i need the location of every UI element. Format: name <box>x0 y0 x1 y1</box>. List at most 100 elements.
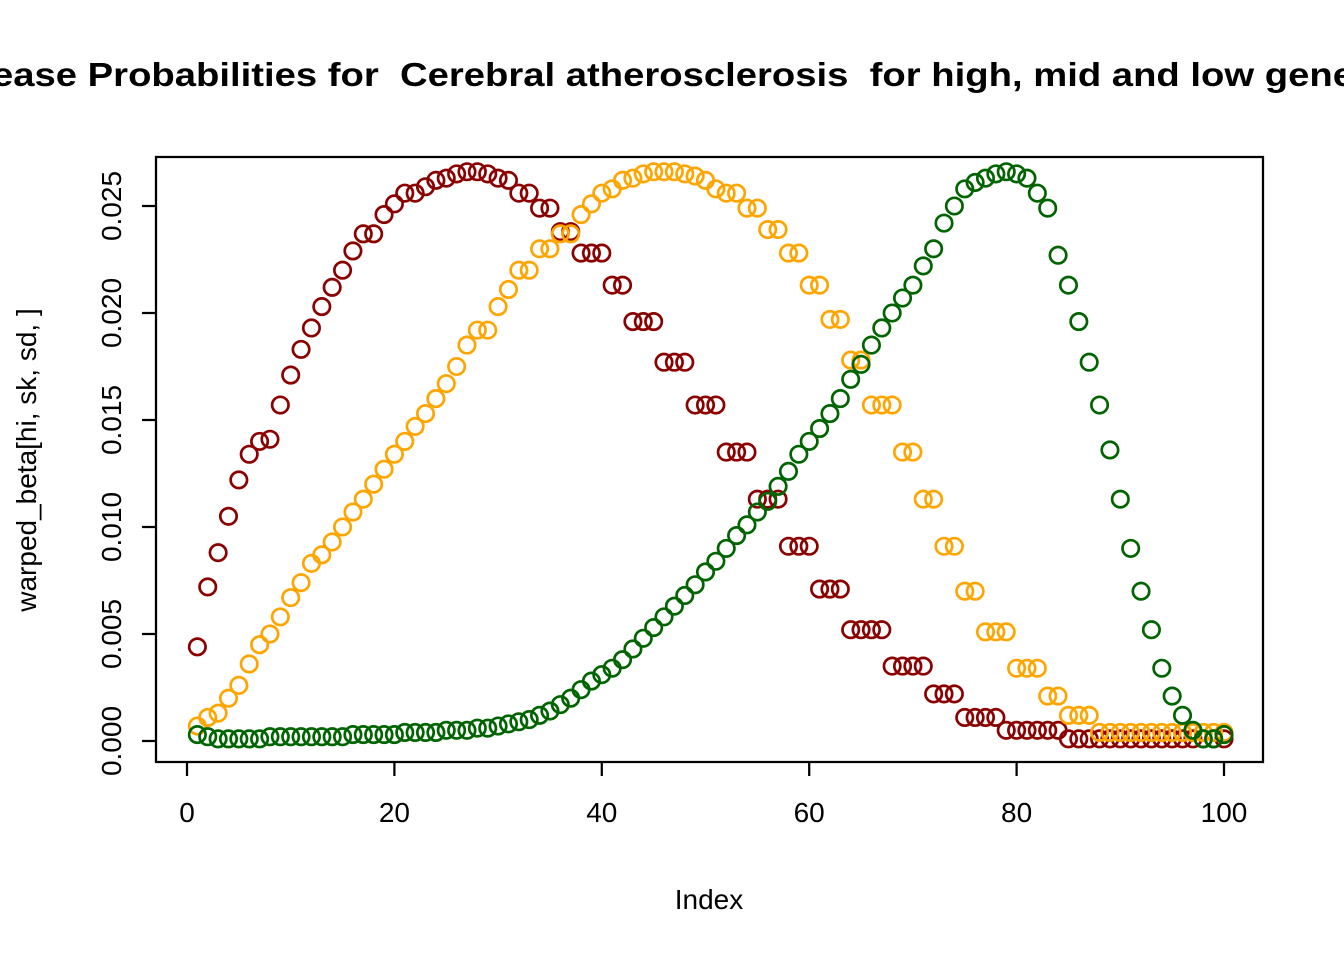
x-tick-label: 40 <box>586 797 617 828</box>
data-point <box>291 727 311 747</box>
data-point <box>654 162 674 182</box>
data-point <box>291 573 311 593</box>
data-point <box>550 695 570 715</box>
data-point <box>602 275 622 295</box>
data-point <box>716 183 736 203</box>
data-point <box>903 656 923 676</box>
data-point <box>737 515 757 535</box>
data-point <box>218 688 239 708</box>
data-point <box>250 431 270 451</box>
data-point <box>1017 720 1037 740</box>
data-point <box>851 620 871 640</box>
data-point <box>343 502 363 522</box>
data-point <box>913 489 933 509</box>
data-point <box>1079 352 1099 372</box>
data-point <box>1038 686 1058 706</box>
data-point <box>229 675 249 695</box>
data-point <box>1090 729 1110 749</box>
data-point <box>975 622 996 642</box>
data-point <box>944 196 964 216</box>
data-point <box>623 639 643 659</box>
y-tick-label: 0.005 <box>96 599 127 669</box>
data-point <box>1027 720 1047 740</box>
data-point <box>851 354 871 374</box>
data-point <box>208 703 228 723</box>
data-point <box>892 656 913 676</box>
data-point <box>820 404 840 424</box>
data-point <box>1058 729 1078 749</box>
data-point <box>996 162 1016 182</box>
series-low <box>187 162 1234 749</box>
data-point <box>281 727 301 747</box>
data-point <box>1069 705 1089 725</box>
data-point <box>1141 722 1161 742</box>
x-axis: 0 20 40 60 80 100 <box>179 762 1247 828</box>
data-point <box>644 618 664 638</box>
data-point <box>1027 183 1047 203</box>
series-mid <box>187 162 1234 742</box>
data-point <box>270 727 290 747</box>
data-point <box>384 194 404 214</box>
data-point <box>1172 705 1193 725</box>
data-point <box>1141 620 1161 640</box>
data-point <box>467 718 487 738</box>
data-point <box>250 635 270 655</box>
data-point <box>841 350 861 370</box>
data-point <box>457 720 477 740</box>
data-point <box>830 309 850 329</box>
data-point <box>343 241 363 261</box>
data-point <box>975 168 996 188</box>
data-point <box>415 177 436 197</box>
data-point <box>270 395 290 415</box>
data-point <box>426 389 446 409</box>
data-point <box>955 179 975 199</box>
data-point <box>872 620 892 640</box>
data-point <box>1110 722 1130 742</box>
data-point <box>623 168 643 188</box>
data-point <box>747 502 767 522</box>
data-point <box>509 260 529 280</box>
data-point <box>706 179 726 199</box>
data-point <box>675 352 695 372</box>
data-point <box>198 577 218 597</box>
data-point <box>1079 705 1099 725</box>
data-point <box>498 714 519 734</box>
data-point <box>1058 705 1078 725</box>
data-point <box>343 725 363 745</box>
data-point <box>436 374 456 394</box>
data-point <box>903 275 923 295</box>
data-point <box>1058 275 1078 295</box>
data-point <box>675 164 695 184</box>
data-point <box>965 172 985 193</box>
data-points-layer <box>187 162 1234 749</box>
data-point <box>747 198 767 218</box>
data-point <box>395 431 415 451</box>
data-point <box>250 729 270 749</box>
data-point <box>695 395 716 415</box>
data-point <box>758 219 778 240</box>
data-point <box>1204 729 1224 749</box>
data-point <box>955 707 975 728</box>
data-point <box>685 395 705 415</box>
data-point <box>353 489 373 509</box>
data-point <box>332 727 353 747</box>
data-point <box>260 429 280 449</box>
data-point <box>301 727 321 747</box>
data-point <box>820 309 840 329</box>
x-tick-label: 60 <box>794 797 825 828</box>
data-point <box>737 442 757 462</box>
data-point <box>540 701 560 721</box>
data-point <box>498 279 519 300</box>
data-point <box>530 705 550 725</box>
data-point <box>841 369 861 389</box>
data-point <box>395 183 415 203</box>
data-point <box>1162 729 1182 749</box>
data-point <box>799 431 819 451</box>
data-point <box>1069 729 1089 749</box>
data-point <box>1131 581 1151 601</box>
data-point <box>924 489 944 509</box>
data-point <box>478 320 498 340</box>
data-point <box>426 170 446 190</box>
data-point <box>1214 725 1234 745</box>
